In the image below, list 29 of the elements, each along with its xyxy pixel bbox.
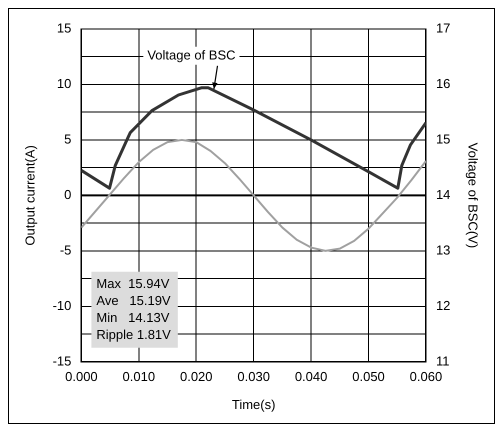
y-tick-label: -5 [60,242,72,258]
y2-tick-label: 15 [436,132,450,147]
text: Voltage of BSC [147,47,236,62]
x-tick-label: 0.060 [410,369,442,384]
y-axis-title: Output current(A) [22,145,38,246]
y-tick-label: 5 [64,132,72,147]
y-tick-label: -15 [52,353,72,368]
y2-tick-label: 12 [436,298,450,313]
annotation: Max 15.94V [96,276,170,291]
y-tick-label: -10 [52,298,72,313]
annotation: Ave 15.19V [96,292,171,308]
annotation: Ripple 1.81V [96,326,172,342]
y2-tick-label: 14 [436,186,450,202]
y-tick-label: 0 [64,186,72,202]
y2-tick-label: 17 [436,20,450,36]
y2-axis-title: Voltage of BSC(V) [466,142,481,248]
y2-tick-label: 13 [436,242,450,258]
x-tick-label: 0.050 [352,369,385,384]
x-tick-label: 0.000 [65,369,98,384]
x-tick-label: 0.040 [294,369,328,384]
y-tick-label: 10 [56,76,72,92]
x-axis-title: Time(s) [232,396,276,412]
y2-tick-label: 11 [436,353,450,368]
y2-tick-label: 16 [436,76,450,92]
y-tick-label: 15 [56,20,72,36]
x-tick-label: 0.020 [180,369,213,384]
annotation: Min 14.13V [96,310,170,325]
x-tick-label: 0.010 [122,369,156,384]
x-tick-label: 0.030 [237,369,270,384]
